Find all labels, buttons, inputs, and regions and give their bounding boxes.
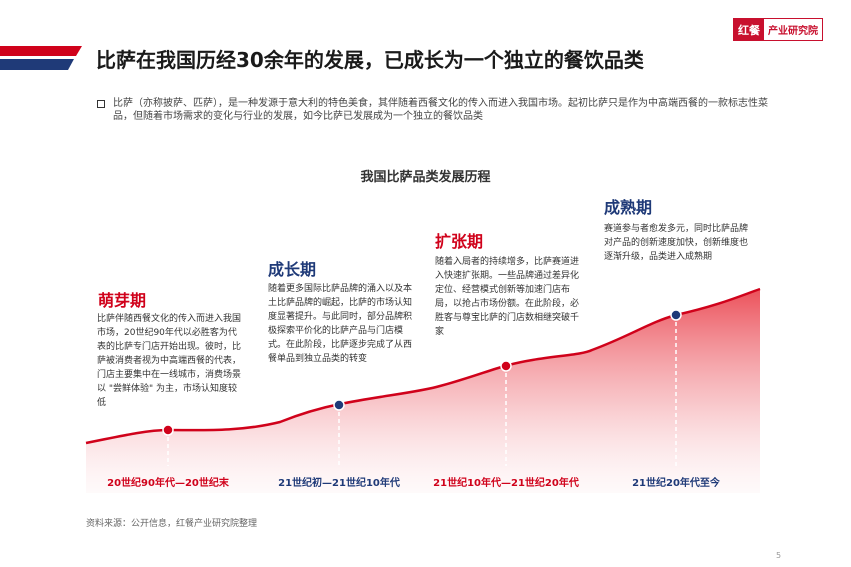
stage-1-description: 比萨伴随西餐文化的传入而进入我国市场，20世纪90年代以必胜客为代表的比萨专门店… [97,314,242,408]
source-note: 资料来源：公开信息，红餐产业研究院整理 [86,519,258,529]
stage-3-description: 随着入局者的持续增多，比萨赛道进入快速扩张期。一些品牌通过差异化定位、经营模式创… [435,257,580,337]
page-title: 比萨在我国历经30余年的发展，已成长为一个独立的餐饮品类 [96,48,644,72]
title-stripes-decoration [0,46,82,70]
stage-marker-1 [162,424,174,436]
intro-block: 比萨（亦称披萨、匹萨），是一种发源于意大利的特色美食，其伴随着西餐文化的传入而进… [97,97,777,123]
stage-4-era: 21世纪20年代至今 [632,478,720,489]
stage-marker-2 [333,399,345,411]
curve-line [85,287,761,445]
logo-text: 产业研究院 [764,19,822,40]
stage-4-description: 赛道参与者愈发多元，同时比萨品牌对产品的创新速度加快，创新维度也逐渐升级，品类进… [604,224,749,262]
stage-4-title: 成熟期 [604,198,653,217]
stage-2-era: 21世纪初—21世纪10年代 [278,478,400,489]
stage-marker-3 [500,360,512,372]
bullet-square-icon [97,100,105,108]
stage-1-era: 20世纪90年代—20世纪末 [107,478,229,489]
brand-logo: 红餐 产业研究院 [733,18,823,41]
stage-3-title: 扩张期 [435,232,484,251]
stage-1-title: 萌芽期 [98,291,147,310]
stage-marker-4 [670,309,682,321]
stage-3-era: 21世纪10年代—21世纪20年代 [433,478,579,489]
logo-mark: 红餐 [734,19,764,40]
intro-text: 比萨（亦称披萨、匹萨），是一种发源于意大利的特色美食，其伴随着西餐文化的传入而进… [113,98,768,122]
stage-2-title: 成长期 [268,260,317,279]
chart-title: 我国比萨品类发展历程 [360,170,491,185]
stage-2-description: 随着更多国际比萨品牌的涌入以及本土比萨品牌的崛起，比萨的市场认知度显著提升。与此… [268,284,413,364]
page-number: 5 [776,551,782,560]
